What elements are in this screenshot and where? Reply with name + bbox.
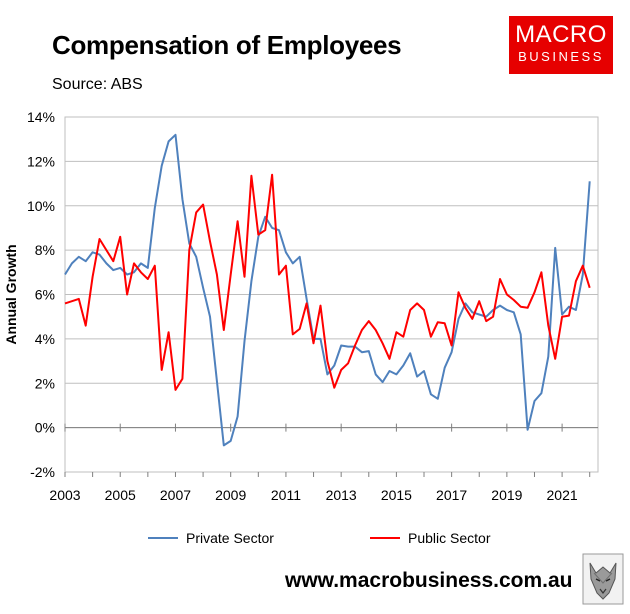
x-tick-label: 2017: [436, 487, 467, 503]
y-tick-label: 8%: [35, 242, 55, 258]
series-line-private-sector: [64, 133, 591, 447]
logo-line-2: BUSINESS: [518, 49, 604, 64]
x-tick-label: 2021: [547, 487, 578, 503]
y-tick-label: 0%: [35, 420, 55, 436]
y-axis-label: Annual Growth: [3, 244, 19, 344]
wolf-icon: [582, 553, 624, 605]
y-tick-label: -2%: [30, 464, 55, 480]
y-tick-label: 6%: [35, 287, 55, 303]
y-tick-label: 12%: [27, 153, 55, 169]
macrobusiness-logo[interactable]: MACRO BUSINESS: [509, 16, 613, 74]
x-tick-label: 2015: [381, 487, 412, 503]
series-line-public-sector: [64, 173, 591, 391]
x-tick-label: 2003: [49, 487, 80, 503]
y-tick-label: 14%: [27, 109, 55, 125]
x-tick-label: 2019: [491, 487, 522, 503]
legend-label: Private Sector: [186, 530, 274, 546]
y-tick-label: 10%: [27, 198, 55, 214]
y-tick-label: 2%: [35, 375, 55, 391]
logo-line-1: MACRO: [515, 21, 607, 48]
line-chart: -2% 0% 2% 4% 6% 8% 10% 12% 14% 2003 2005 2007 2009 20…: [3, 109, 599, 546]
chart-source: Source: ABS: [52, 76, 143, 93]
chart-title: Compensation of Employees: [52, 30, 402, 60]
legend-label: Public Sector: [408, 530, 491, 546]
x-tick-label: 2007: [160, 487, 191, 503]
x-tick-label: 2009: [215, 487, 246, 503]
x-tick-label: 2011: [271, 487, 301, 503]
y-tick-label: 4%: [35, 331, 55, 347]
x-tick-label: 2013: [326, 487, 357, 503]
website-url[interactable]: www.macrobusiness.com.au: [285, 569, 573, 592]
x-tick-label: 2005: [105, 487, 136, 503]
